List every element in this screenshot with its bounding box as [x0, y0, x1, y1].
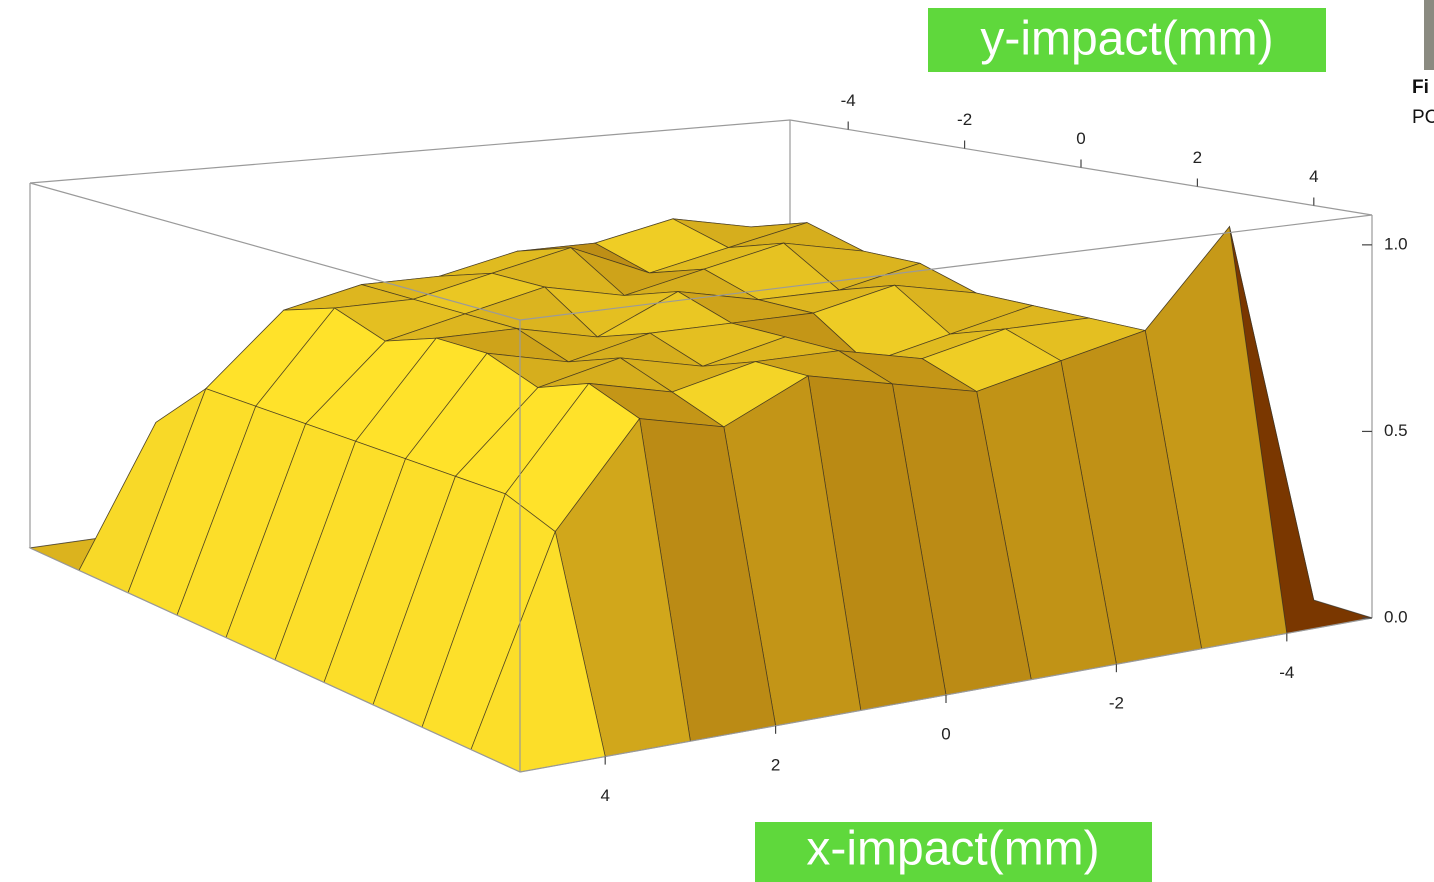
box-edge	[29, 182, 521, 321]
caption-fragment: PC	[1412, 107, 1434, 128]
y-tick-label: -4	[841, 91, 856, 110]
box-front: -4 -2 0 2 4 -4 -2 0 2 4 0.0 0.5 1.0	[29, 91, 1408, 805]
surface	[28, 218, 1373, 773]
x-tick-label: 4	[600, 786, 609, 805]
box-edge	[29, 547, 521, 773]
z-tick-label: 0.5	[1384, 421, 1408, 440]
y-tick-label: 0	[1076, 129, 1085, 148]
caption-fragment: Fi	[1412, 77, 1429, 98]
x-tick-label: 2	[771, 755, 780, 774]
box-edge	[29, 119, 791, 184]
y-axis-label: y-impact(mm)	[980, 13, 1273, 66]
x-tick-label: 0	[941, 724, 950, 743]
cropped-image	[1424, 0, 1434, 70]
x-tick-label: -4	[1279, 663, 1294, 682]
x-label-badge	[755, 822, 1152, 882]
x-axis-label: x-impact(mm)	[806, 823, 1099, 876]
y-tick-label: 4	[1309, 167, 1318, 186]
y-tick-label: 2	[1193, 148, 1202, 167]
x-tick-label: -2	[1109, 694, 1124, 713]
y-label-badge	[928, 8, 1326, 72]
z-tick-label: 1.0	[1384, 234, 1408, 253]
z-tick-label: 0.0	[1384, 607, 1408, 626]
y-tick-label: -2	[957, 110, 972, 129]
box-edge	[519, 214, 1373, 321]
